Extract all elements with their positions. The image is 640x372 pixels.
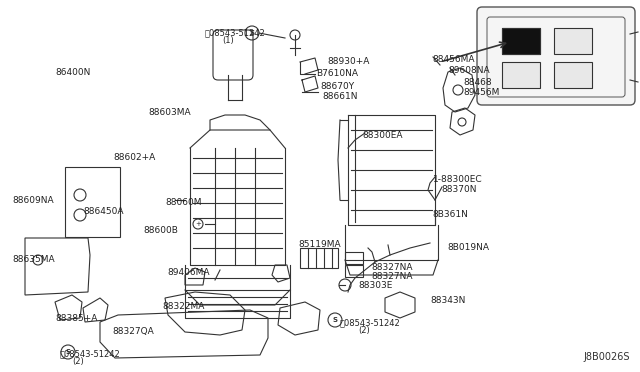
Text: 86400N: 86400N: [55, 68, 90, 77]
Text: J8B0026S: J8B0026S: [584, 352, 630, 362]
Text: +: +: [195, 221, 201, 227]
Bar: [502, 28, 540, 54]
Text: 88930+A: 88930+A: [327, 57, 369, 66]
Text: 88600B: 88600B: [143, 226, 178, 235]
Text: S: S: [333, 317, 337, 323]
Text: 89406MA: 89406MA: [167, 268, 209, 277]
Text: Ⓢ08543-51242: Ⓢ08543-51242: [60, 349, 121, 358]
Text: 88670Y: 88670Y: [320, 82, 354, 91]
Text: S: S: [250, 30, 255, 36]
Text: 88468: 88468: [463, 78, 492, 87]
Text: 88661N: 88661N: [322, 92, 358, 101]
Text: 89608NA: 89608NA: [448, 66, 490, 75]
Bar: [554, 62, 592, 88]
Text: 88327QA: 88327QA: [112, 327, 154, 336]
Text: 88343N: 88343N: [430, 296, 465, 305]
Bar: [345, 252, 363, 264]
Text: 88327NA: 88327NA: [371, 263, 413, 272]
Bar: [300, 248, 338, 268]
Text: B7610NA: B7610NA: [316, 69, 358, 78]
Text: (2): (2): [72, 357, 84, 366]
Bar: [554, 28, 592, 54]
Text: (1): (1): [222, 36, 234, 45]
Text: 88635MA: 88635MA: [12, 255, 54, 264]
Text: 88327NA: 88327NA: [371, 272, 413, 281]
Text: 88303E: 88303E: [358, 281, 392, 290]
Text: 88603MA: 88603MA: [148, 108, 191, 117]
Text: 8B361N: 8B361N: [432, 210, 468, 219]
Bar: [65, 167, 120, 237]
Text: 88609NA: 88609NA: [12, 196, 54, 205]
Text: 89456M: 89456M: [463, 88, 499, 97]
Text: (2): (2): [358, 326, 370, 335]
Text: 886450A: 886450A: [83, 207, 124, 216]
Text: 88370N: 88370N: [441, 185, 477, 194]
Bar: [502, 28, 540, 54]
Text: 88602+A: 88602+A: [113, 153, 156, 162]
Text: 88060M: 88060M: [165, 198, 202, 207]
Text: Ⓢ08543-51242: Ⓢ08543-51242: [340, 318, 401, 327]
Text: 1-88300EC: 1-88300EC: [433, 175, 483, 184]
FancyBboxPatch shape: [477, 7, 635, 105]
Text: 88456MA: 88456MA: [432, 55, 474, 64]
Text: 8B019NA: 8B019NA: [447, 243, 489, 252]
Text: Ⓢ08543-51242: Ⓢ08543-51242: [205, 28, 266, 37]
Text: 88385+A: 88385+A: [55, 314, 97, 323]
Text: 85119MA: 85119MA: [298, 240, 340, 249]
Bar: [345, 265, 363, 277]
Text: S: S: [65, 349, 70, 355]
Text: 88322MA: 88322MA: [162, 302, 204, 311]
Text: 88300EA: 88300EA: [362, 131, 403, 140]
Bar: [502, 62, 540, 88]
